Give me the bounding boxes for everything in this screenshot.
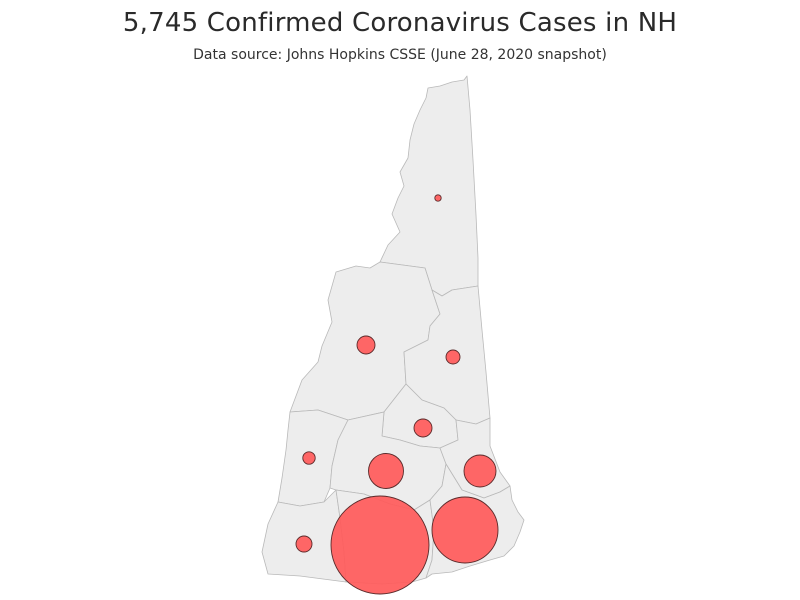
map-title: 5,745 Confirmed Coronavirus Cases in NH [122,8,678,38]
bubble-hillsborough [330,495,430,595]
bubble-sullivan [302,451,316,465]
map-subtitle: Data source: Johns Hopkins CSSE (June 28… [193,47,607,63]
bubble-strafford [463,454,497,488]
bubble-rockingham [431,496,499,564]
bubbles-layer [295,194,499,595]
bubble-belknap [413,418,433,438]
bubble-cheshire [295,535,313,553]
bubble-grafton [356,335,376,355]
bubble-merrimack [368,453,404,489]
bubble-coos [434,194,442,202]
county-coos [379,75,479,297]
bubble-carroll [445,349,461,365]
